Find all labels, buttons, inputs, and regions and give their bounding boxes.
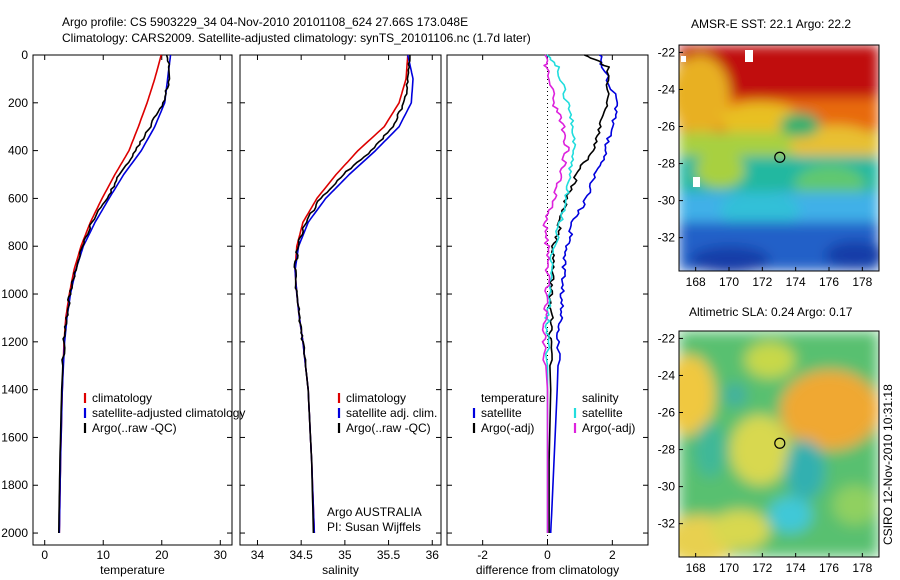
x-axis-label: salinity [322,563,359,577]
temperature-panel: 0 10 20 30 0 200 400 600 800 1000 1200 1400 1600 1800… [1,48,233,577]
map-y-tick-label: -26 [658,406,676,420]
y-tick-label: 2000 [1,526,28,540]
y-tick-label: 1600 [1,430,28,444]
series-line-argo-adj- [541,54,570,533]
x-tick-label: 35 [338,548,352,562]
map-x-tick-label: 170 [719,561,739,575]
legend-label: Argo(..raw -QC) [346,421,431,435]
map-x-tick-label: 172 [752,275,772,289]
series-line-satellite-adj-clim- [294,54,414,534]
legend-label: satellite [481,406,522,420]
x-tick-label: 10 [97,548,111,562]
sst-float-marker [774,151,786,163]
series-line-satellite [549,54,619,534]
map-x-tick-label: 176 [819,275,839,289]
y-tick-label: 1400 [1,383,28,397]
map-y-tick-label: -30 [658,480,676,494]
legend-label: satellite adj. clim. [346,406,437,420]
y-tick-label: 600 [8,191,28,205]
map-x-tick-label: 174 [786,561,806,575]
series-line-satellite [544,54,577,533]
legend-label: Argo(-adj) [582,421,635,435]
sla-float-marker [774,437,786,449]
x-axis-label: temperature [100,563,165,577]
y-tick-label: 200 [8,96,28,110]
difference-legend: temperature salinitysatelliteArgo(-adj)sa… [472,391,635,435]
x-tick-label: 36 [426,548,440,562]
sla-heatmap [679,331,879,557]
salinity-panel: 34 34.5 35 35.5 36 salinity [239,54,442,577]
sla-map-axes: 168 170 172 174 176 178 -22 -24 -26 -28 -30 -32 [658,330,880,575]
map-x-tick-label: 168 [686,275,706,289]
y-tick-label: 800 [8,239,28,253]
x-axis-label: difference from climatology [476,563,619,577]
series-line-satellite-adjusted-climatology [58,54,172,534]
sla-map-title: Altimetric SLA: 0.24 Argo: 0.17 [689,305,853,319]
x-tick-label: -2 [477,548,488,562]
map-y-tick-label: -30 [658,194,676,208]
legend-label: satellite-adjusted climatology [92,406,245,420]
map-x-tick-label: 176 [819,561,839,575]
legend-label: climatology [346,391,406,405]
sst-map-axes: 168 170 172 174 176 178 -22 -24 -26 -28 -30 -32 [658,44,880,289]
map-x-tick-label: 178 [852,561,872,575]
pi-credit: PI: Susan Wijffels [327,520,421,534]
figure-title-line-1: Argo profile: CS 5903229_34 04-Nov-2010 … [62,15,468,29]
y-tick-label: 400 [8,144,28,158]
figure-title-line-2: Climatology: CARS2009. Satellite-adjuste… [62,31,531,45]
map-y-tick-label: -24 [658,368,676,382]
x-tick-label: 30 [214,548,228,562]
map-y-tick-label: -22 [658,45,676,59]
map-x-tick-label: 168 [686,561,706,575]
series-line-argo-adj- [547,54,610,533]
y-tick-label: 1200 [1,335,28,349]
legend-group-title-salinity: salinity [582,391,619,405]
legend-label: Argo(..raw -QC) [92,421,177,435]
sst-heatmap [679,45,879,271]
x-tick-label: 34.5 [289,548,313,562]
program-credit: Argo AUSTRALIA [327,505,422,519]
x-tick-label: 0 [544,548,551,562]
map-frame [678,330,880,558]
map-x-tick-label: 178 [852,275,872,289]
plot-frame [239,54,442,546]
x-tick-label: 20 [155,548,169,562]
map-y-tick-label: -24 [658,82,676,96]
timestamp-stamp: CSIRO 12-Nov-2010 10:31:18 [881,384,895,545]
legend-group-title-temperature: temperature [481,391,546,405]
x-tick-label: 2 [609,548,616,562]
map-y-tick-label: -28 [658,443,676,457]
sst-map-title: AMSR-E SST: 22.1 Argo: 22.2 [691,17,851,31]
map-x-tick-label: 174 [786,275,806,289]
map-x-tick-label: 172 [752,561,772,575]
legend-label: satellite [582,406,623,420]
legend-label: Argo(-adj) [481,421,534,435]
map-y-tick-label: -32 [658,231,676,245]
series-line-climatology [58,54,162,534]
x-tick-label: 34 [251,548,265,562]
y-tick-label: 1800 [1,478,28,492]
plot-frame [32,54,233,546]
map-y-tick-label: -32 [658,517,676,531]
map-frame [678,44,880,272]
map-x-tick-label: 170 [719,275,739,289]
series-line-argo-raw-qc- [293,55,411,534]
map-y-tick-label: -22 [658,331,676,345]
y-tick-label: 0 [21,48,28,62]
y-tick-label: 1000 [1,287,28,301]
map-y-tick-label: -28 [658,157,676,171]
map-y-tick-label: -26 [658,120,676,134]
x-tick-label: 35.5 [377,548,401,562]
legend-label: climatology [92,391,152,405]
series-line-argo-raw-qc- [58,54,171,534]
x-tick-label: 0 [41,548,48,562]
